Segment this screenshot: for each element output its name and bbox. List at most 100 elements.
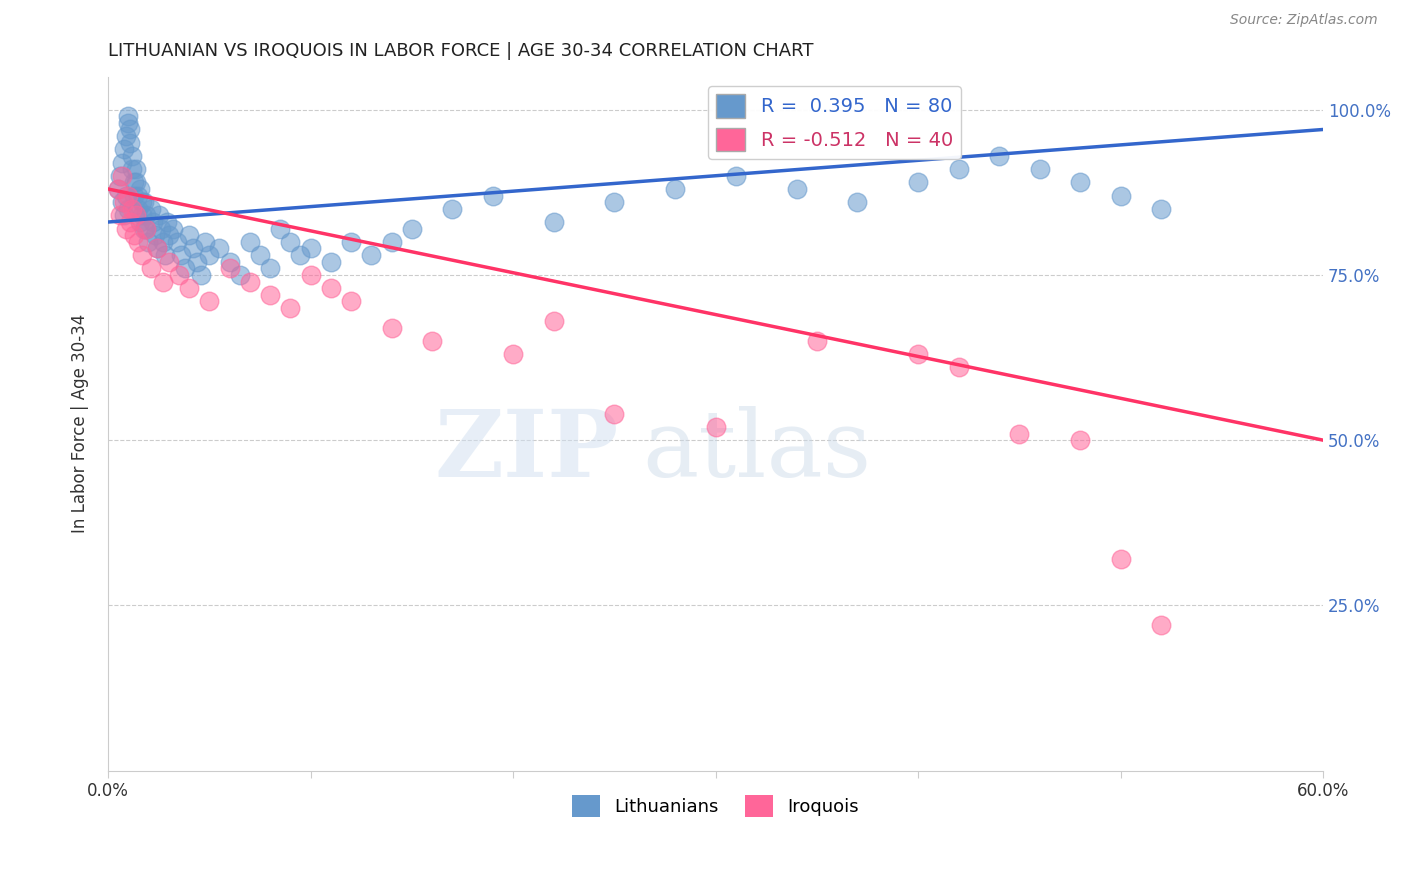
Point bbox=[141, 215, 163, 229]
Point bbox=[121, 202, 143, 216]
Point bbox=[208, 242, 231, 256]
Point bbox=[131, 248, 153, 262]
Point bbox=[664, 182, 686, 196]
Text: Source: ZipAtlas.com: Source: ZipAtlas.com bbox=[1230, 13, 1378, 28]
Point bbox=[143, 228, 166, 243]
Point bbox=[948, 162, 970, 177]
Point bbox=[360, 248, 382, 262]
Point bbox=[259, 287, 281, 301]
Point bbox=[218, 254, 240, 268]
Point bbox=[543, 215, 565, 229]
Point bbox=[1109, 552, 1132, 566]
Point bbox=[117, 109, 139, 123]
Point bbox=[194, 235, 217, 249]
Point bbox=[420, 334, 443, 348]
Point bbox=[1150, 618, 1173, 632]
Y-axis label: In Labor Force | Age 30-34: In Labor Force | Age 30-34 bbox=[72, 314, 89, 533]
Point bbox=[948, 360, 970, 375]
Point bbox=[380, 320, 402, 334]
Point bbox=[112, 195, 135, 210]
Point bbox=[117, 188, 139, 202]
Point bbox=[135, 221, 157, 235]
Point bbox=[153, 248, 176, 262]
Point bbox=[278, 301, 301, 315]
Point bbox=[115, 221, 138, 235]
Point bbox=[166, 235, 188, 249]
Point bbox=[112, 208, 135, 222]
Point bbox=[290, 248, 312, 262]
Point bbox=[543, 314, 565, 328]
Point bbox=[198, 294, 221, 309]
Point bbox=[278, 235, 301, 249]
Point bbox=[806, 334, 828, 348]
Point bbox=[157, 228, 180, 243]
Point bbox=[149, 221, 172, 235]
Point bbox=[319, 254, 342, 268]
Point bbox=[134, 221, 156, 235]
Point bbox=[135, 208, 157, 222]
Point bbox=[139, 202, 162, 216]
Point bbox=[129, 215, 152, 229]
Point bbox=[115, 129, 138, 144]
Point bbox=[988, 149, 1011, 163]
Point bbox=[239, 275, 262, 289]
Point bbox=[124, 188, 146, 202]
Point bbox=[603, 407, 626, 421]
Point bbox=[846, 195, 869, 210]
Point bbox=[259, 261, 281, 276]
Point bbox=[131, 195, 153, 210]
Point bbox=[135, 221, 157, 235]
Point bbox=[121, 149, 143, 163]
Point bbox=[138, 235, 160, 249]
Point bbox=[145, 242, 167, 256]
Point bbox=[127, 188, 149, 202]
Point bbox=[117, 116, 139, 130]
Point bbox=[107, 182, 129, 196]
Point bbox=[145, 242, 167, 256]
Point bbox=[127, 235, 149, 249]
Point bbox=[125, 162, 148, 177]
Point bbox=[174, 261, 197, 276]
Point bbox=[1028, 162, 1050, 177]
Legend: Lithuanians, Iroquois: Lithuanians, Iroquois bbox=[565, 788, 866, 824]
Point bbox=[299, 268, 322, 282]
Point bbox=[152, 275, 174, 289]
Point bbox=[156, 215, 179, 229]
Point bbox=[125, 175, 148, 189]
Point bbox=[162, 221, 184, 235]
Point bbox=[190, 268, 212, 282]
Point bbox=[167, 268, 190, 282]
Point bbox=[124, 175, 146, 189]
Point bbox=[340, 235, 363, 249]
Point bbox=[108, 169, 131, 183]
Point bbox=[218, 261, 240, 276]
Point bbox=[112, 142, 135, 156]
Point bbox=[115, 188, 138, 202]
Point bbox=[340, 294, 363, 309]
Point bbox=[319, 281, 342, 295]
Text: atlas: atlas bbox=[643, 407, 872, 497]
Point bbox=[724, 169, 747, 183]
Point bbox=[441, 202, 464, 216]
Point bbox=[239, 235, 262, 249]
Point bbox=[181, 242, 204, 256]
Point bbox=[1150, 202, 1173, 216]
Point bbox=[186, 254, 208, 268]
Point bbox=[1109, 188, 1132, 202]
Point bbox=[1069, 433, 1091, 447]
Point bbox=[111, 155, 134, 169]
Point bbox=[125, 208, 148, 222]
Point bbox=[139, 261, 162, 276]
Point bbox=[148, 208, 170, 222]
Point bbox=[704, 420, 727, 434]
Point bbox=[111, 195, 134, 210]
Point bbox=[177, 281, 200, 295]
Point bbox=[120, 215, 142, 229]
Point bbox=[481, 188, 503, 202]
Point bbox=[198, 248, 221, 262]
Point bbox=[108, 208, 131, 222]
Point bbox=[134, 195, 156, 210]
Point bbox=[127, 202, 149, 216]
Point bbox=[121, 162, 143, 177]
Point bbox=[117, 202, 139, 216]
